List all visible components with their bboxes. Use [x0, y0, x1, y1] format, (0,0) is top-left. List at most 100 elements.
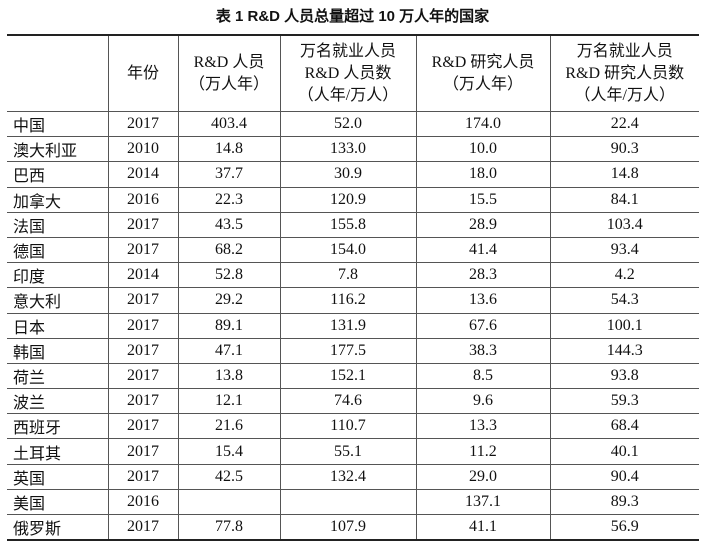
table-row: 加拿大 2016 22.3 120.9 15.5 84.1 — [7, 186, 699, 213]
value-cell: 93.4 — [549, 236, 699, 264]
value-cell: 2017 — [107, 287, 179, 314]
value-cell: 2017 — [107, 211, 179, 238]
value-cell: 8.5 — [415, 362, 551, 390]
value-cell: 22.4 — [549, 110, 699, 138]
value-cell: 74.6 — [279, 388, 417, 415]
country-cell: 荷兰 — [7, 362, 109, 390]
value-cell: 4.2 — [549, 262, 699, 289]
value-cell: 41.1 — [415, 514, 551, 541]
table-row: 中国 2017 403.4 52.0 174.0 22.4 — [7, 110, 699, 138]
header-line: R&D 研究人员 — [431, 53, 535, 71]
country-cell: 意大利 — [7, 287, 109, 314]
value-cell: 103.4 — [549, 211, 699, 238]
country-cell: 波兰 — [7, 388, 109, 415]
value-cell: 144.3 — [549, 337, 699, 364]
value-cell: 2014 — [107, 262, 179, 289]
country-cell: 中国 — [7, 110, 109, 138]
table-row: 韩国 2017 47.1 177.5 38.3 144.3 — [7, 337, 699, 364]
country-cell: 土耳其 — [7, 438, 109, 465]
value-cell: 7.8 — [279, 262, 417, 289]
value-cell: 131.9 — [279, 312, 417, 339]
value-cell: 43.5 — [177, 211, 281, 238]
value-cell: 100.1 — [549, 312, 699, 339]
header-cell: 万名就业人员 R&D 研究人员数 （人年/万人） — [549, 34, 699, 112]
table-row: 巴西 2014 37.7 30.9 18.0 14.8 — [7, 161, 699, 188]
value-cell: 2017 — [107, 110, 179, 138]
value-cell: 2016 — [107, 186, 179, 213]
table-row: 土耳其 2017 15.4 55.1 11.2 40.1 — [7, 438, 699, 465]
header-line: 年份 — [126, 64, 159, 82]
header-line: 万名就业人员 — [299, 42, 396, 60]
header-line: （人年/万人） — [297, 86, 399, 104]
value-cell: 29.2 — [177, 287, 281, 314]
table-title: 表 1 R&D 人员总量超过 10 万人年的国家 — [215, 8, 490, 25]
value-cell: 155.8 — [279, 211, 417, 238]
country-cell: 巴西 — [7, 161, 109, 188]
value-cell: 22.3 — [177, 186, 281, 213]
table-row: 法国 2017 43.5 155.8 28.9 103.4 — [7, 211, 699, 238]
value-cell: 177.5 — [279, 337, 417, 364]
value-cell: 54.3 — [549, 287, 699, 314]
header-cell — [7, 34, 109, 112]
value-cell: 2017 — [107, 514, 179, 541]
value-cell: 56.9 — [549, 514, 699, 541]
header-cell: R&D 人员 （万人年） — [177, 34, 281, 112]
country-cell: 德国 — [7, 236, 109, 264]
value-cell: 403.4 — [177, 110, 281, 138]
value-cell: 55.1 — [279, 438, 417, 465]
value-cell: 93.8 — [549, 362, 699, 390]
table-row: 印度 2014 52.8 7.8 28.3 4.2 — [7, 262, 699, 289]
header-line: （人年/万人） — [574, 86, 675, 104]
value-cell: 90.3 — [549, 136, 699, 163]
value-cell: 38.3 — [415, 337, 551, 364]
value-cell — [177, 488, 281, 516]
value-cell: 2017 — [107, 463, 179, 490]
value-cell: 152.1 — [279, 362, 417, 390]
value-cell: 15.5 — [415, 186, 551, 213]
value-cell: 28.3 — [415, 262, 551, 289]
table-row: 日本 2017 89.1 131.9 67.6 100.1 — [7, 312, 699, 339]
country-cell: 加拿大 — [7, 186, 109, 213]
header-row: 年份 R&D 人员 （万人年） 万名就业人员 R&D 人员数 （人年/万人） R&D 研究人… — [7, 34, 699, 112]
value-cell: 84.1 — [549, 186, 699, 213]
header-line: R&D 研究人员数 — [565, 64, 685, 82]
header-line: （万人年） — [442, 75, 523, 93]
value-cell: 41.4 — [415, 236, 551, 264]
value-cell: 133.0 — [279, 136, 417, 163]
value-cell: 9.6 — [415, 388, 551, 415]
value-cell: 18.0 — [415, 161, 551, 188]
data-table: 年份 R&D 人员 （万人年） 万名就业人员 R&D 人员数 （人年/万人） R&D 研究人… — [7, 34, 699, 542]
table-row: 美国 2016 137.1 89.3 — [7, 488, 699, 516]
value-cell: 110.7 — [279, 413, 417, 440]
header-line: R&D 人员数 — [304, 64, 392, 82]
value-cell: 68.2 — [177, 236, 281, 264]
value-cell: 2017 — [107, 438, 179, 465]
header-line: （万人年） — [188, 75, 269, 93]
value-cell: 21.6 — [177, 413, 281, 440]
value-cell: 11.2 — [415, 438, 551, 465]
value-cell: 40.1 — [549, 438, 699, 465]
value-cell: 14.8 — [177, 136, 281, 163]
value-cell: 52.0 — [279, 110, 417, 138]
value-cell: 13.8 — [177, 362, 281, 390]
header-cell: R&D 研究人员 （万人年） — [415, 34, 551, 112]
value-cell: 132.4 — [279, 463, 417, 490]
value-cell: 89.3 — [549, 488, 699, 516]
value-cell: 47.1 — [177, 337, 281, 364]
header-line: R&D 人员 — [193, 53, 265, 71]
header-cell: 万名就业人员 R&D 人员数 （人年/万人） — [279, 34, 417, 112]
value-cell: 13.3 — [415, 413, 551, 440]
table-body: 中国 2017 403.4 52.0 174.0 22.4 澳大利亚 2010 14.8 133.… — [7, 110, 699, 541]
value-cell: 89.1 — [177, 312, 281, 339]
value-cell: 2017 — [107, 236, 179, 264]
table-row: 英国 2017 42.5 132.4 29.0 90.4 — [7, 463, 699, 490]
table-row: 澳大利亚 2010 14.8 133.0 10.0 90.3 — [7, 136, 699, 163]
value-cell: 10.0 — [415, 136, 551, 163]
table-row: 荷兰 2017 13.8 152.1 8.5 93.8 — [7, 362, 699, 390]
value-cell: 30.9 — [279, 161, 417, 188]
table-row: 意大利 2017 29.2 116.2 13.6 54.3 — [7, 287, 699, 314]
value-cell: 107.9 — [279, 514, 417, 541]
country-cell: 英国 — [7, 463, 109, 490]
value-cell: 90.4 — [549, 463, 699, 490]
